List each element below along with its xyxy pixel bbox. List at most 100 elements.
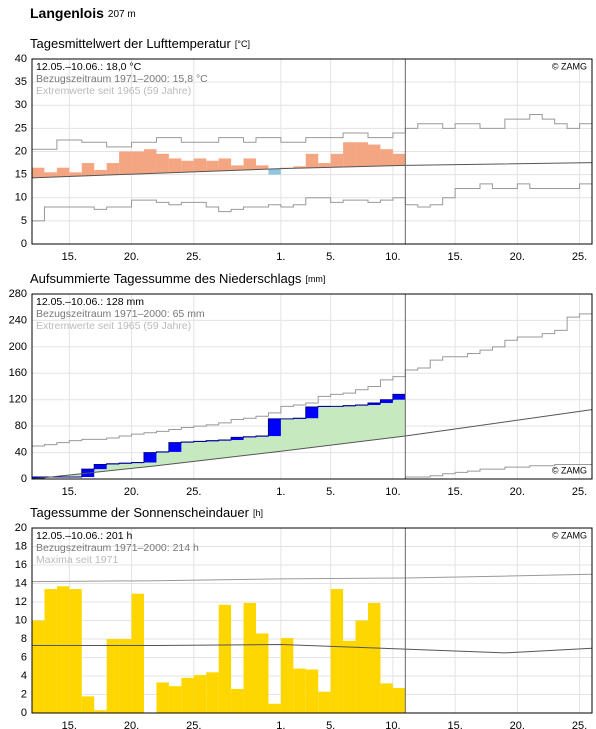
elevation: 207 m	[108, 9, 136, 20]
daily-increase	[168, 442, 182, 452]
station-name: Langenlois	[30, 5, 104, 21]
bar	[81, 163, 95, 176]
x-tick-label: 1.	[276, 251, 285, 263]
info-text: 12.05.–10.06.: 18,0 °C	[36, 61, 142, 73]
info-text: Bezugszeitraum 1971–2000: 214 h	[36, 542, 199, 554]
y-tick-label: 25	[15, 122, 27, 134]
bar	[231, 688, 244, 713]
bar	[268, 168, 281, 175]
bar	[119, 151, 132, 175]
bar	[94, 710, 107, 713]
x-tick-label: 20.	[510, 251, 525, 263]
x-tick-label: 10.	[385, 720, 400, 729]
y-tick-label: 0	[21, 238, 27, 250]
title-text: Tagessumme der Sonnenscheindauer	[30, 505, 250, 520]
y-tick-label: 40	[15, 53, 27, 65]
daily-increase	[268, 418, 281, 437]
bar	[330, 589, 344, 713]
title-text: Tagesmittelwert der Lufttemperatur	[30, 36, 232, 51]
bar	[355, 620, 368, 713]
bar	[94, 170, 107, 176]
x-tick-label: 5.	[326, 486, 335, 498]
bar	[231, 165, 244, 171]
x-tick-label: 25.	[186, 251, 201, 263]
bar	[318, 163, 331, 168]
y-tick-label: 10	[15, 192, 27, 204]
y-tick-label: 4	[21, 670, 27, 682]
chart-title: Tagessumme der Sonnenscheindauer [h]	[30, 505, 263, 520]
x-tick-label: 15.	[62, 251, 77, 263]
bar	[131, 593, 144, 713]
bar	[181, 160, 194, 173]
bar	[156, 153, 169, 174]
x-tick-label: 25.	[186, 486, 201, 498]
bar	[156, 682, 169, 713]
bar	[181, 677, 194, 713]
daily-increase	[305, 406, 319, 419]
bar	[44, 589, 57, 713]
bar	[293, 668, 306, 713]
y-tick-label: 200	[9, 341, 27, 353]
credit: © ZAMG	[552, 61, 587, 71]
x-tick-label: 10.	[385, 251, 400, 263]
x-tick-label: 15.	[62, 720, 77, 729]
y-tick-label: 6	[21, 651, 27, 663]
header: Langenlois 207 m	[30, 5, 136, 21]
y-tick-label: 10	[15, 614, 27, 626]
bar	[368, 602, 381, 713]
y-tick-label: 0	[21, 473, 27, 485]
bar	[168, 686, 182, 713]
x-tick-label: 25.	[186, 720, 201, 729]
y-tick-label: 16	[15, 559, 27, 571]
unit: [°C]	[235, 39, 250, 49]
x-tick-label: 5.	[326, 720, 335, 729]
x-tick-label: 15.	[62, 486, 77, 498]
y-tick-label: 12	[15, 596, 27, 608]
bar	[144, 149, 157, 174]
plot-frame	[31, 293, 593, 480]
y-tick-label: 5	[21, 215, 27, 227]
info-text: Bezugszeitraum 1971–2000: 15,8 °C	[36, 73, 208, 85]
bar	[106, 639, 120, 713]
y-tick-label: 35	[15, 76, 27, 88]
unit: [mm]	[305, 274, 325, 284]
bar	[243, 158, 256, 170]
daily-increase	[94, 464, 107, 470]
daily-increase	[231, 437, 244, 441]
daily-increase	[380, 399, 393, 404]
credit: © ZAMG	[552, 530, 587, 540]
x-tick-label: 20.	[124, 486, 139, 498]
extreme-line	[32, 183, 592, 222]
bar	[293, 166, 306, 169]
credit: © ZAMG	[552, 465, 587, 475]
bar	[256, 165, 269, 170]
x-tick-label: 10.	[385, 486, 400, 498]
bar	[218, 604, 232, 713]
bar	[32, 167, 45, 178]
y-tick-label: 2	[21, 688, 27, 700]
extreme-line	[32, 313, 592, 447]
x-tick-label: 25.	[572, 486, 587, 498]
x-tick-label: 25.	[572, 720, 587, 729]
x-tick-label: 1.	[276, 720, 285, 729]
bar	[305, 153, 319, 168]
bar	[56, 586, 70, 713]
plot-frame	[31, 527, 593, 714]
bar	[119, 639, 132, 713]
bar	[193, 675, 207, 713]
bar	[106, 163, 120, 175]
y-tick-label: 240	[9, 314, 27, 326]
y-tick-label: 80	[15, 420, 27, 432]
bar	[392, 688, 406, 713]
bar	[330, 153, 344, 168]
y-tick-label: 280	[9, 288, 27, 300]
bar	[206, 160, 219, 172]
bar	[318, 691, 331, 713]
bar	[218, 158, 232, 171]
info-text: Extremwerte seit 1965 (59 Jahre)	[36, 85, 191, 97]
mean-line	[31, 162, 593, 179]
chart-title: Aufsummierte Tagessumme des Niederschlag…	[30, 271, 325, 286]
unit: [h]	[253, 508, 263, 518]
